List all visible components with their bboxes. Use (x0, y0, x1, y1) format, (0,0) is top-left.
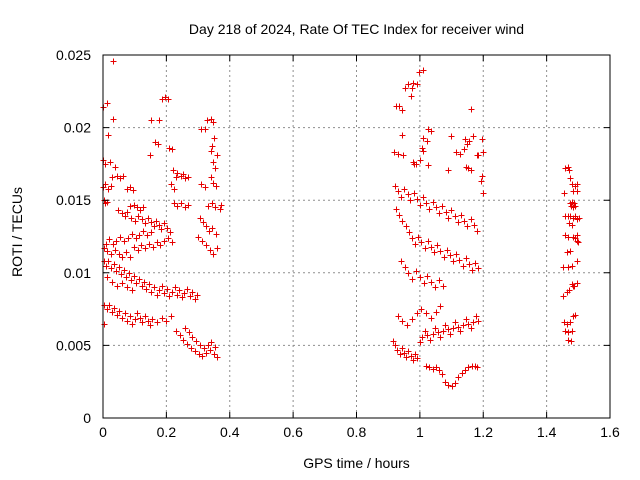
x-axis-label: GPS time / hours (303, 455, 410, 471)
chart-title: Day 218 of 2024, Rate Of TEC Index for r… (188, 21, 525, 37)
x-tick-label: 1 (416, 424, 424, 440)
y-tick-label: 0 (83, 410, 91, 426)
x-tick-label: 0.4 (220, 424, 240, 440)
x-tick-label: 0.6 (283, 424, 303, 440)
x-tick-label: 1.4 (537, 424, 557, 440)
x-tick-label: 1.2 (474, 424, 494, 440)
x-tick-label: 0.8 (347, 424, 367, 440)
y-tick-label: 0.015 (56, 192, 91, 208)
x-tick-label: 1.6 (600, 424, 620, 440)
x-tick-label: 0 (99, 424, 107, 440)
plot-border (102, 54, 611, 419)
y-tick-label: 0.02 (64, 120, 91, 136)
y-tick-label: 0.025 (56, 47, 91, 63)
y-tick-label: 0.005 (56, 337, 91, 353)
scatter-points (100, 58, 583, 390)
y-tick-label: 0.01 (64, 265, 91, 281)
x-tick-label: 0.2 (157, 424, 177, 440)
grid-lines (103, 55, 610, 418)
